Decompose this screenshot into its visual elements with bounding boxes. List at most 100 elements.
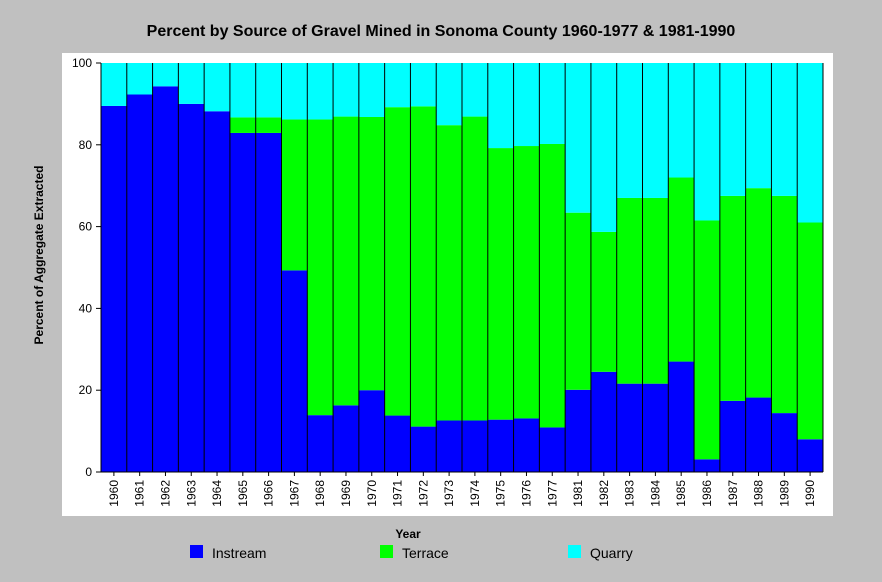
bar-terrace-1968	[307, 119, 334, 416]
bar-terrace-1971	[384, 107, 411, 416]
x-tick-label-1973: 1973	[442, 480, 456, 507]
legend-label-terrace: Terrace	[402, 545, 449, 561]
bar-terrace-1965	[229, 117, 256, 133]
x-tick-label-1965: 1965	[236, 480, 250, 507]
bar-terrace-1970	[358, 116, 385, 391]
y-tick-label-80: 80	[79, 138, 93, 152]
bar-quarry-1963	[178, 63, 205, 104]
bar-instream-1964	[204, 111, 230, 472]
bar-quarry-1973	[436, 63, 462, 126]
bar-quarry-1969	[333, 63, 359, 117]
x-tick-label-1975: 1975	[494, 480, 508, 507]
y-axis-label: Percent of Aggregate Extracted	[32, 166, 46, 345]
bar-terrace-1966	[255, 117, 282, 133]
bar-instream-1965	[229, 132, 256, 472]
x-tick-label-1988: 1988	[752, 480, 766, 507]
bar-terrace-1989	[771, 195, 798, 414]
bar-instream-1970	[358, 390, 385, 472]
bar-quarry-1983	[616, 63, 643, 198]
x-tick-label-1970: 1970	[365, 480, 379, 507]
bar-instream-1966	[255, 132, 282, 472]
bar-quarry-1981	[565, 63, 591, 213]
x-tick-label-1963: 1963	[184, 480, 198, 507]
x-tick-label-1984: 1984	[648, 480, 662, 507]
bar-instream-1973	[436, 420, 462, 472]
bar-instream-1988	[745, 397, 772, 472]
x-tick-label-1981: 1981	[571, 480, 585, 507]
legend-label-instream: Instream	[212, 545, 266, 561]
bar-instream-1962	[152, 86, 179, 472]
bar-instream-1969	[333, 405, 359, 472]
x-tick-label-1962: 1962	[158, 480, 172, 507]
x-tick-label-1964: 1964	[210, 480, 224, 507]
x-tick-label-1966: 1966	[262, 480, 276, 507]
bar-instream-1976	[513, 418, 540, 472]
legend: Instream Terrace Quarry	[190, 545, 633, 561]
axes-group: 0 20 40 60 80 100 1960 1961 1962 1963 1964 1965 1966…	[72, 56, 823, 507]
x-tick-label-1986: 1986	[700, 480, 714, 507]
bar-terrace-1990	[797, 222, 823, 440]
bar-quarry-1970	[358, 63, 385, 117]
bar-quarry-1977	[539, 63, 566, 144]
x-tick-label-1967: 1967	[287, 480, 301, 507]
bar-terrace-1975	[487, 148, 514, 420]
bar-quarry-1971	[384, 63, 411, 108]
bar-quarry-1988	[745, 63, 772, 189]
y-tick-label-40: 40	[79, 301, 93, 315]
bar-terrace-1976	[513, 146, 540, 419]
bar-terrace-1981	[565, 212, 591, 390]
y-tick-label-0: 0	[85, 465, 92, 479]
bar-terrace-1974	[462, 116, 488, 421]
x-axis-label: Year	[395, 527, 421, 541]
x-tick-label-1976: 1976	[519, 480, 533, 507]
bar-terrace-1984	[642, 197, 669, 384]
bar-terrace-1967	[281, 119, 308, 271]
bar-instream-1975	[487, 419, 514, 472]
legend-label-quarry: Quarry	[590, 545, 633, 561]
x-tick-label-1961: 1961	[133, 480, 147, 507]
bar-instream-1981	[565, 389, 591, 472]
bar-terrace-1987	[719, 195, 746, 401]
bar-terrace-1972	[410, 106, 437, 427]
bar-quarry-1989	[771, 63, 798, 196]
x-tick-label-1977: 1977	[545, 480, 559, 507]
bar-instream-1977	[539, 427, 566, 472]
bar-instream-1984	[642, 383, 669, 472]
bar-instream-1983	[616, 383, 643, 472]
bar-quarry-1987	[719, 63, 746, 196]
x-tick-label-1968: 1968	[313, 480, 327, 507]
y-tick-label-20: 20	[79, 383, 93, 397]
bar-instream-1989	[771, 413, 798, 472]
bar-quarry-1985	[668, 63, 695, 178]
x-tick-label-1989: 1989	[777, 480, 791, 507]
x-tick-label-1969: 1969	[339, 480, 353, 507]
bar-quarry-1974	[462, 63, 488, 117]
bar-terrace-1969	[333, 116, 359, 406]
bar-terrace-1986	[694, 220, 720, 460]
bar-instream-1972	[410, 426, 437, 472]
bar-quarry-1990	[797, 63, 823, 223]
bar-quarry-1965	[229, 63, 256, 118]
bar-quarry-1967	[281, 63, 308, 120]
bar-quarry-1966	[255, 63, 282, 118]
bar-instream-1971	[384, 415, 411, 472]
bar-instream-1960	[101, 105, 127, 472]
x-tick-label-1960: 1960	[107, 480, 121, 507]
bar-instream-1982	[590, 371, 617, 472]
legend-swatch-instream	[190, 545, 203, 558]
bar-terrace-1977	[539, 143, 566, 428]
x-tick-label-1974: 1974	[468, 480, 482, 507]
bar-quarry-1976	[513, 63, 540, 147]
bar-quarry-1982	[590, 63, 617, 232]
bar-instream-1987	[719, 400, 746, 472]
bar-terrace-1983	[616, 197, 643, 384]
bar-instream-1974	[462, 420, 488, 472]
bar-terrace-1985	[668, 177, 695, 362]
bar-quarry-1961	[126, 63, 153, 95]
bar-terrace-1973	[436, 125, 462, 421]
bar-instream-1968	[307, 415, 334, 472]
bar-quarry-1962	[152, 63, 179, 87]
x-tick-label-1983: 1983	[623, 480, 637, 507]
y-tick-label-100: 100	[72, 56, 92, 70]
